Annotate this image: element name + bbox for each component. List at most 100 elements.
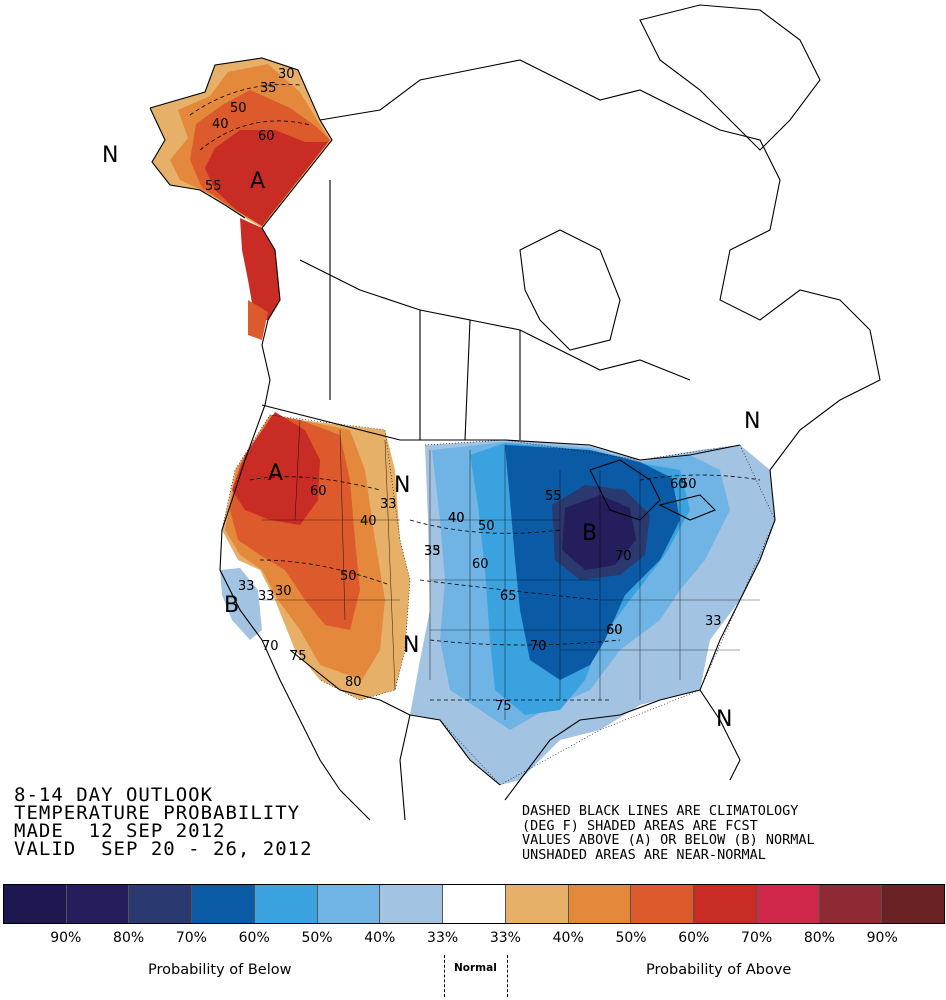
outlook-title: 8-14 DAY OUTLOOK TEMPERATURE PROBABILITY M… [14, 784, 313, 860]
legend-tick-label: 80% [113, 930, 145, 946]
contour-label: 60 [258, 129, 275, 144]
contour-label: 75 [290, 649, 307, 664]
contour-central-1 [409, 519, 561, 534]
east-below-region [410, 440, 775, 785]
legend-swatch [192, 885, 255, 923]
contour-label: 40 [212, 117, 229, 132]
panhandle-above [240, 218, 280, 320]
north-america-map: 30 35 40 50 60 55 60 40 33 60 40 33 50 3… [102, 4, 881, 821]
legend-tick-label: 40% [552, 930, 584, 946]
title-line: TEMPERATURE PROBABILITY [14, 802, 301, 824]
legend-tick-label: 50% [615, 930, 647, 946]
valid-dates: VALID SEP 20 - 26, 2012 [14, 838, 313, 860]
normal-caption: Normal [454, 962, 497, 974]
contour-label: 60 [472, 557, 489, 572]
legend-tick-label: 80% [803, 930, 835, 946]
legend-swatch [694, 885, 757, 923]
contour-label: 30 [275, 584, 292, 599]
above-caption: Probability of Above [646, 962, 792, 978]
legend-swatch [819, 885, 883, 923]
plains-normal-label: N [394, 473, 410, 498]
title-line: 8-14 DAY OUTLOOK [14, 784, 214, 806]
canada-provinces [299, 180, 691, 441]
contour-label: 50 [340, 569, 357, 584]
alaska-above-label: A [250, 169, 265, 194]
legend-tick-label: 70% [741, 930, 773, 946]
legend-tick-label: 60% [678, 930, 710, 946]
contour-label: 33 [380, 497, 397, 512]
geographic-outlines [149, 4, 881, 821]
contour-label: 80 [345, 675, 362, 690]
legend-swatch [505, 885, 569, 923]
contour-label: 50 [680, 477, 697, 492]
greenland [639, 4, 821, 151]
us-state-lines [262, 419, 760, 720]
note-line: DASHED BLACK LINES ARE CLIMATOLOGY [522, 803, 799, 819]
contour-label: 33 [258, 589, 275, 604]
legend-swatch [443, 885, 506, 923]
alaska-coast [149, 57, 333, 229]
probability-legend [3, 884, 945, 924]
contour-east-1 [639, 474, 761, 481]
outline-east [409, 439, 776, 786]
alaska-above-stronger [205, 130, 328, 226]
legend-tick-label: 90% [50, 930, 82, 946]
contour-label: 33 [424, 544, 441, 559]
california-below-label: B [224, 593, 239, 618]
legend-swatch [380, 885, 444, 923]
legend-tick-label: 90% [866, 930, 898, 946]
contour-label: 40 [360, 514, 377, 529]
contour-label: 40 [448, 511, 465, 526]
contour-label: 33 [705, 614, 722, 629]
legend-swatch [4, 885, 67, 923]
contour-label: 60 [606, 623, 623, 638]
contour-label: 50 [478, 519, 495, 534]
contour-label: 70 [530, 639, 547, 654]
gulf-coast [409, 689, 701, 801]
canada-us-border [261, 404, 741, 461]
east-below-max [562, 495, 636, 570]
contour-label: 35 [424, 544, 441, 559]
contour-label: 70 [262, 639, 279, 654]
pacific-coast [219, 227, 341, 791]
note-line: (DEG F) SHADED AREAS ARE FCST [522, 817, 758, 834]
contour-label: 55 [545, 489, 562, 504]
normal-divider-left [444, 955, 445, 997]
state-lines-east [559, 470, 760, 700]
contour-label: 35 [260, 81, 277, 96]
contour-label: 55 [205, 179, 222, 194]
us-mexico-border [289, 649, 411, 716]
legend-tick-label: 40% [364, 930, 396, 946]
atlantic-coast [699, 469, 776, 781]
legend-tick-label: 33% [489, 930, 521, 946]
northeast-normal-label: N [744, 409, 760, 434]
contour-label: 50 [230, 101, 247, 116]
mexico-coast [339, 714, 411, 821]
contour-label: 40 [448, 511, 465, 526]
state-lines-central [429, 445, 620, 720]
contour-label: 75 [495, 699, 512, 714]
legend-tick-label: 70% [175, 930, 207, 946]
legend-swatch [317, 885, 381, 923]
contour-west-1 [249, 476, 381, 491]
note-line: VALUES ABOVE (A) OR BELOW (B) NORMAL [522, 832, 815, 848]
alaska-above-region [150, 58, 332, 340]
legend-tick-label: 50% [301, 930, 333, 946]
contour-central-2 [419, 579, 601, 601]
texas-normal-label: N [403, 633, 419, 658]
legend-tick-label: 60% [238, 930, 270, 946]
contour-label: 60 [310, 484, 327, 499]
probability-outlines [221, 414, 776, 786]
alaska-normal-label: N [102, 143, 118, 168]
contour-ak-2 [199, 120, 311, 151]
legend-swatch [254, 885, 318, 923]
contour-ak-1 [189, 84, 301, 116]
made-date: MADE 12 SEP 2012 [14, 820, 226, 842]
legend-swatch [66, 885, 130, 923]
panhandle-above-edge [248, 300, 268, 340]
contour-central-3 [429, 639, 621, 646]
region-letters: N A A B N N B N N [102, 143, 760, 732]
contour-label: 33 [238, 579, 255, 594]
contour-label: 60 [670, 477, 687, 492]
